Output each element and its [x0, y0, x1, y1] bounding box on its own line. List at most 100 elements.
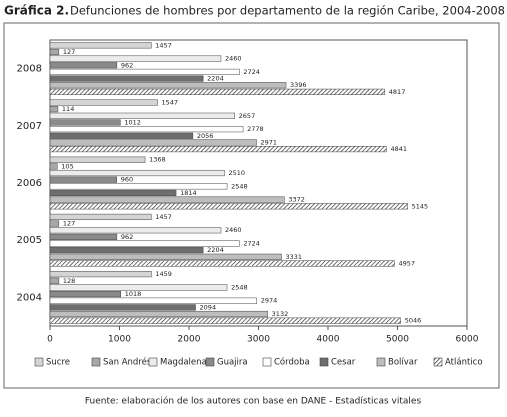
- chart-title: Defunciones de hombres por departamento …: [70, 4, 505, 18]
- bar: [49, 260, 395, 267]
- value-label: 2657: [239, 112, 256, 120]
- x-tick-label: 4000: [317, 335, 340, 345]
- bar: [49, 139, 257, 146]
- value-label: 2460: [225, 55, 242, 63]
- value-label: 1012: [124, 118, 141, 126]
- bar: [49, 284, 228, 291]
- bar: [49, 132, 194, 139]
- value-label: 1547: [162, 99, 179, 107]
- bar: [49, 196, 285, 203]
- value-label: 105: [61, 162, 73, 170]
- value-label: 1457: [155, 213, 172, 221]
- bar: [49, 42, 152, 49]
- bar: [49, 213, 152, 221]
- legend-label: Sucre: [46, 358, 70, 368]
- value-label: 5145: [412, 202, 429, 210]
- bar: [49, 82, 287, 89]
- value-label: 4817: [389, 88, 406, 96]
- bar: [49, 169, 225, 177]
- value-label: 1459: [155, 270, 172, 278]
- bar: [49, 48, 60, 56]
- legend-swatch: [205, 357, 215, 367]
- value-label: 2204: [207, 246, 224, 254]
- bar: [49, 55, 222, 62]
- value-label: 127: [63, 220, 75, 228]
- bar: [49, 88, 386, 95]
- value-label: 127: [63, 48, 75, 56]
- x-tick-label: 1000: [108, 335, 131, 345]
- value-label: 2971: [260, 138, 277, 146]
- legend-label: Córdoba: [274, 357, 310, 368]
- legend-label: Guajira: [217, 358, 248, 368]
- bar: [49, 62, 118, 69]
- y-tick-label: 2008: [17, 64, 42, 75]
- source-note: Fuente: elaboración de los autores con b…: [85, 396, 422, 407]
- legend-label: San Andrés: [103, 357, 152, 368]
- bar: [49, 233, 118, 240]
- x-tick-label: 5000: [386, 335, 409, 345]
- legend-swatch: [148, 357, 158, 367]
- legend-label: Atlántico: [445, 358, 483, 368]
- bar: [49, 247, 204, 254]
- value-label: 2204: [207, 75, 224, 83]
- bar: [49, 75, 204, 82]
- bar: [49, 317, 401, 324]
- y-tick-label: 2005: [17, 235, 42, 246]
- legend-swatch: [319, 357, 329, 367]
- value-label: 2460: [225, 226, 242, 234]
- value-label: 1018: [125, 290, 142, 298]
- bar: [49, 156, 146, 163]
- value-label: 114: [62, 105, 74, 113]
- x-tick-label: 3000: [247, 335, 270, 345]
- value-label: 2724: [243, 240, 260, 248]
- value-label: 2974: [261, 297, 278, 305]
- bar: [49, 189, 177, 197]
- value-label: 1814: [180, 189, 197, 197]
- bar: [49, 183, 228, 190]
- legend-swatch: [34, 357, 44, 367]
- bar: [49, 99, 158, 106]
- legend-swatch: [91, 357, 101, 367]
- bar: [49, 297, 257, 304]
- legend-swatch: [262, 357, 272, 367]
- bar: [49, 163, 58, 170]
- bar: [49, 220, 60, 227]
- value-label: 962: [121, 233, 133, 241]
- bar: [49, 106, 59, 113]
- legend-swatch: [433, 357, 443, 367]
- value-label: 2510: [228, 169, 245, 177]
- y-tick-label: 2006: [17, 178, 42, 189]
- value-label: 962: [121, 61, 133, 69]
- value-label: 5046: [405, 317, 422, 325]
- bar: [49, 253, 282, 260]
- value-label: 2548: [231, 283, 248, 291]
- bar: [49, 304, 196, 311]
- bar: [49, 176, 117, 183]
- value-label: 2094: [200, 303, 217, 311]
- legend-label: Bolívar: [388, 358, 418, 368]
- chart-frame: [3, 22, 500, 389]
- legend-swatch: [376, 357, 386, 367]
- value-label: 1368: [149, 156, 166, 164]
- bar: [49, 240, 240, 247]
- bar: [49, 277, 60, 284]
- value-label: 2724: [243, 68, 260, 76]
- legend-label: Cesar: [331, 358, 356, 368]
- value-label: 4841: [390, 145, 407, 153]
- value-label: 4957: [399, 259, 416, 267]
- bar: [49, 203, 408, 210]
- value-label: 3132: [272, 310, 289, 318]
- value-label: 3331: [286, 253, 303, 261]
- x-tick-label: 2000: [178, 335, 201, 345]
- value-label: 3396: [290, 81, 307, 89]
- bar: [49, 271, 152, 278]
- bar: [49, 112, 235, 119]
- y-tick-label: 2007: [17, 121, 42, 132]
- value-label: 2548: [231, 182, 248, 190]
- bar: [49, 310, 268, 318]
- value-label: 128: [63, 277, 75, 285]
- y-tick-label: 2004: [17, 292, 42, 303]
- x-tick-label: 6000: [456, 335, 479, 345]
- value-label: 3372: [288, 196, 305, 204]
